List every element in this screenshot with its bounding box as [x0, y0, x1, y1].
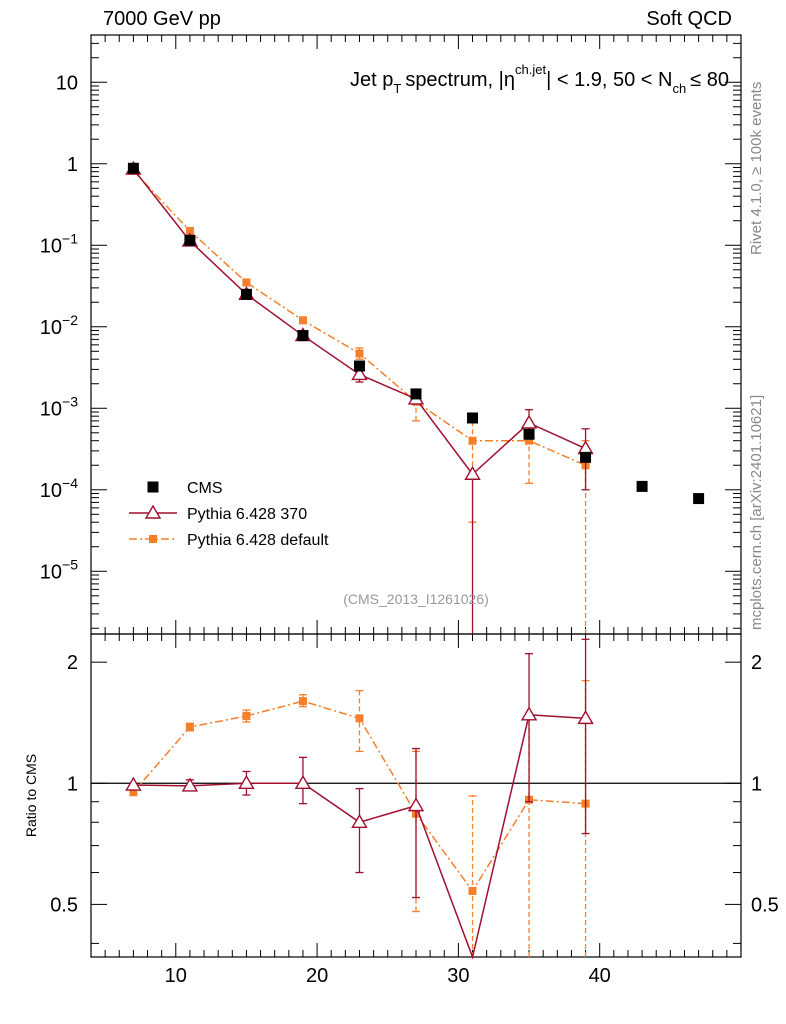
ratio-pythia-370-point [238, 774, 255, 789]
ratio-y-tick-label-left: 0.5 [50, 894, 78, 916]
ratio-y-tick-label-left: 2 [67, 652, 78, 674]
pythia-default-point [242, 278, 251, 287]
y-tick-label: 10−4 [40, 475, 78, 502]
ratio-y-tick-label-right: 1 [751, 773, 762, 795]
main-plot-panel: 10 1 10−1 10−2 10−3 10−4 10−5 [40, 34, 742, 957]
pythia-370-point [520, 414, 538, 429]
cms-point [240, 288, 252, 300]
pythia-default-point [355, 349, 364, 358]
cms-point [693, 493, 705, 505]
ratio-y-tick-label-right: 2 [751, 652, 762, 674]
legend-pythia-370-marker [144, 504, 162, 519]
pythia-370-point [577, 440, 594, 455]
pythia-370-point [464, 465, 481, 480]
ratio-pythia-default-point [185, 723, 194, 732]
rivet-version-label: Rivet 4.1.0, ≥ 100k events [748, 81, 765, 255]
legend-pythia-default-marker [149, 535, 157, 543]
analysis-tag: (CMS_2013_I1261026) [343, 591, 489, 607]
y-tick-label: 1 [67, 154, 78, 176]
ratio-y-tick-label-left: 1 [67, 773, 78, 795]
cms-point [467, 412, 479, 424]
ratio-pythia-370-point [294, 774, 312, 789]
chart-title: Jet pT spectrum, |ηch.jet| < 1.9, 50 < Nc… [350, 62, 729, 96]
process-label: Soft QCD [646, 8, 732, 30]
y-tick-label: 10 [56, 72, 78, 94]
y-tick-label: 10−2 [40, 312, 78, 339]
cms-point [297, 330, 309, 342]
ratio-pythia-default-point [242, 711, 251, 720]
pythia-default-point [298, 316, 307, 325]
ratio-y-tick-label-right: 0.5 [751, 894, 779, 916]
pythia-default-line [132, 170, 586, 466]
ratio-plot-panel: 10 20 30 40 0.5 0.5 1 1 2 2 Ratio to CMS [23, 633, 779, 987]
x-tick-label: 20 [306, 965, 328, 987]
cms-point [636, 480, 648, 492]
cms-point [127, 162, 139, 174]
energy-label: 7000 GeV pp [103, 8, 221, 30]
x-tick-label: 40 [589, 965, 611, 987]
cms-point [184, 234, 196, 246]
ratio-pythia-default-point [468, 886, 477, 895]
ratio-pythia-default-point [298, 697, 307, 706]
pythia-370-line [132, 168, 586, 476]
ratio-pythia-370-point [407, 797, 425, 812]
legend-cms-marker [147, 481, 159, 493]
ratio-pythia-370-point [577, 709, 594, 725]
pythia-default-point [468, 436, 477, 445]
ratio-pythia-370-point [351, 813, 368, 828]
ratio-pythia-default-point [355, 714, 364, 723]
cms-point [580, 451, 592, 463]
ratio-y-axis-label: Ratio to CMS [23, 754, 39, 837]
cms-point [410, 388, 422, 400]
legend-label: CMS [187, 480, 223, 497]
pythia-370-point [351, 366, 368, 381]
legend-label: Pythia 6.428 default [187, 532, 329, 549]
ratio-pythia-default-point [129, 788, 138, 797]
mcplots-label: mcplots.cern.ch [arXiv:2401.10621] [748, 394, 765, 630]
ratio-frame [90, 633, 742, 958]
ratio-pythia-370-point [181, 777, 199, 792]
legend-label: Pythia 6.428 370 [187, 506, 307, 523]
cms-point [523, 428, 535, 440]
pythia-default-point [185, 226, 194, 235]
y-tick-label: 10−3 [40, 393, 78, 420]
ratio-pythia-370-point [520, 706, 538, 721]
y-tick-label: 10−5 [40, 556, 78, 583]
legend: CMS Pythia 6.428 370 Pythia 6.428 default [129, 480, 329, 549]
y-tick-label: 10−1 [40, 230, 78, 257]
x-tick-label: 30 [447, 965, 469, 987]
x-tick-label: 10 [165, 965, 187, 987]
pythia-default-point [525, 436, 534, 445]
ratio-pythia-370-point [125, 776, 142, 791]
cms-point [353, 360, 365, 372]
